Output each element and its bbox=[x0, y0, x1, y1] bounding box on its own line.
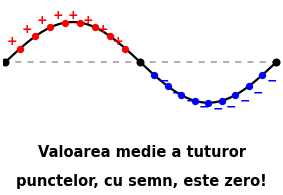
Point bbox=[48, 26, 52, 29]
Text: −: − bbox=[226, 101, 237, 114]
Text: +: + bbox=[67, 9, 78, 22]
Text: Valoarea medie a tuturor: Valoarea medie a tuturor bbox=[38, 145, 245, 160]
Text: −: − bbox=[240, 95, 250, 108]
Point bbox=[18, 47, 22, 50]
Point bbox=[33, 35, 37, 38]
Text: +: + bbox=[22, 23, 33, 36]
Text: −: − bbox=[199, 101, 209, 114]
Point bbox=[192, 99, 197, 102]
Point bbox=[108, 35, 113, 38]
Point bbox=[206, 101, 211, 104]
Text: punctelor, cu semn, este zero!: punctelor, cu semn, este zero! bbox=[16, 174, 267, 189]
Text: −: − bbox=[185, 95, 196, 108]
Point bbox=[3, 61, 7, 64]
Text: +: + bbox=[112, 35, 123, 48]
Text: +: + bbox=[82, 14, 93, 27]
Text: −: − bbox=[267, 75, 277, 88]
Point bbox=[274, 61, 278, 64]
Point bbox=[179, 93, 183, 97]
Point bbox=[78, 21, 83, 24]
Text: −: − bbox=[213, 103, 223, 116]
Text: −: − bbox=[158, 75, 169, 88]
Point bbox=[138, 61, 143, 64]
Point bbox=[123, 47, 128, 50]
Point bbox=[233, 93, 238, 97]
Point bbox=[152, 73, 156, 76]
Point bbox=[63, 21, 67, 24]
Text: +: + bbox=[7, 35, 18, 48]
Text: −: − bbox=[253, 86, 264, 99]
Point bbox=[220, 99, 224, 102]
Text: +: + bbox=[37, 14, 48, 27]
Point bbox=[93, 26, 98, 29]
Point bbox=[246, 85, 251, 88]
Point bbox=[260, 73, 265, 76]
Text: −: − bbox=[172, 86, 182, 99]
Point bbox=[165, 85, 170, 88]
Text: +: + bbox=[97, 23, 108, 36]
Text: +: + bbox=[52, 9, 63, 22]
